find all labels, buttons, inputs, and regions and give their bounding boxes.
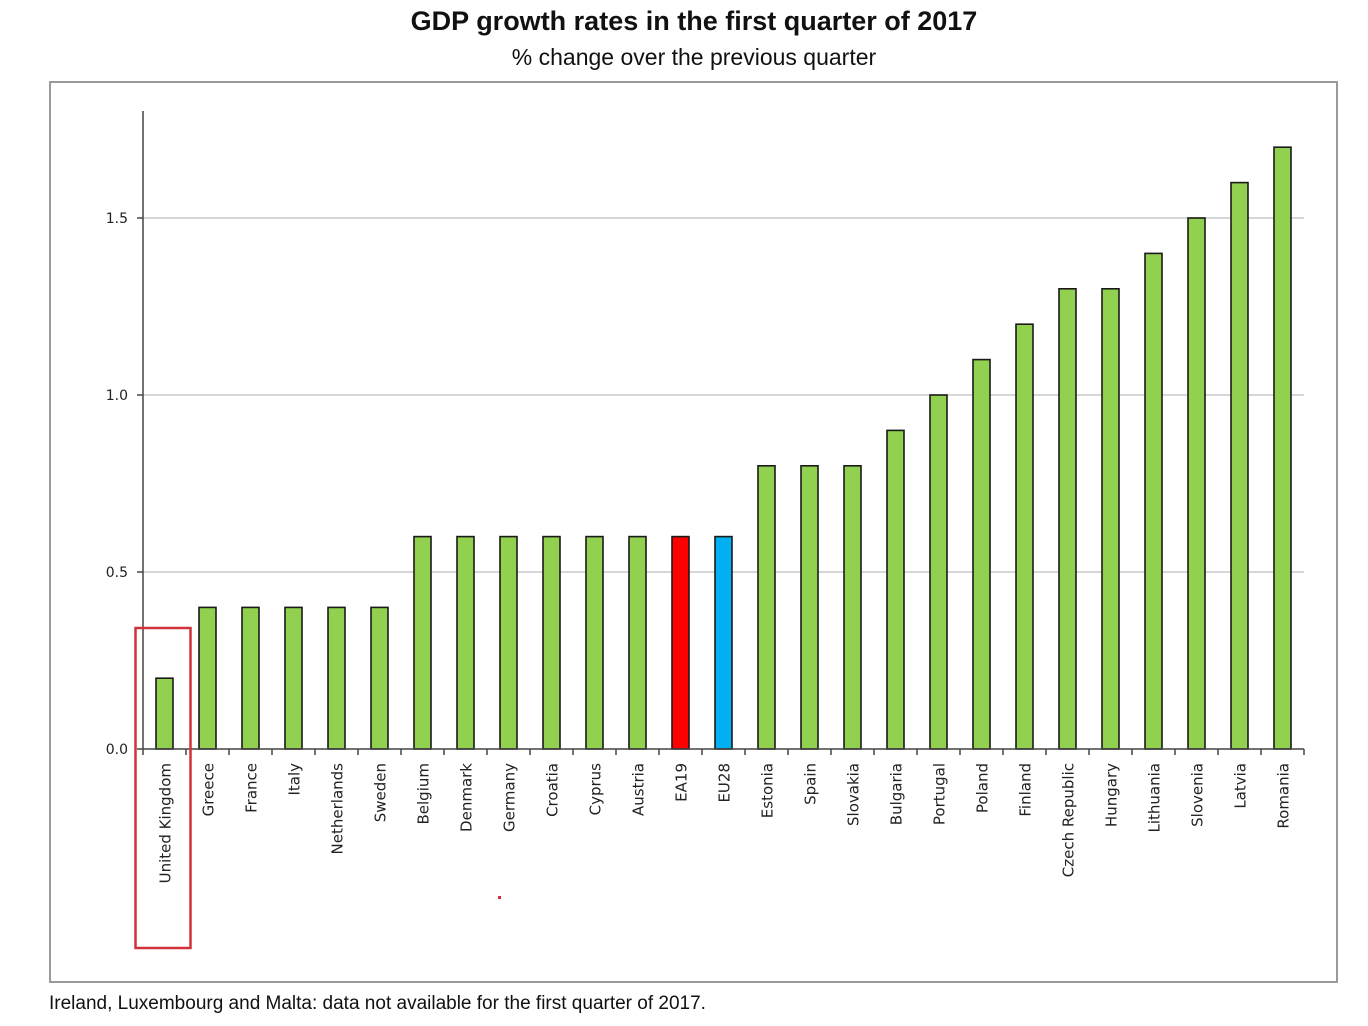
x-tick-label: Austria xyxy=(630,763,648,816)
bar-italy xyxy=(284,606,303,750)
bar-romania xyxy=(1273,146,1292,750)
x-tick-label: Greece xyxy=(200,763,218,816)
x-tick-label: Portugal xyxy=(931,763,949,825)
highlight-layer xyxy=(134,626,501,950)
x-tick-label: France xyxy=(243,763,261,813)
bar-latvia xyxy=(1230,181,1249,750)
x-tick-label: Cyprus xyxy=(587,763,605,816)
bar-cyprus xyxy=(585,535,604,750)
bar-slovenia xyxy=(1187,217,1206,750)
bar-czech-republic xyxy=(1058,287,1077,750)
x-tick-label: Estonia xyxy=(759,763,777,818)
highlight-box xyxy=(134,626,192,950)
bar-austria xyxy=(628,535,647,750)
x-tick-label: Germany xyxy=(501,763,519,832)
x-tick-label: Lithuania xyxy=(1146,763,1164,832)
bar-sweden xyxy=(370,606,389,750)
y-tick-label: 0.0 xyxy=(106,742,128,758)
x-tick-label: Latvia xyxy=(1232,763,1250,809)
bar-slovakia xyxy=(843,464,862,750)
bar-belgium xyxy=(413,535,432,750)
bar-ea19 xyxy=(671,535,690,750)
bar-netherlands xyxy=(327,606,346,750)
bar-finland xyxy=(1015,323,1034,750)
x-tick-label: Slovenia xyxy=(1189,763,1207,827)
x-tick-label: Sweden xyxy=(372,763,390,822)
x-tick-label: Spain xyxy=(802,763,820,805)
bar-eu28 xyxy=(714,535,733,750)
x-tick-label: Belgium xyxy=(415,763,433,825)
bar-poland xyxy=(972,358,991,750)
x-tick-label: Netherlands xyxy=(329,763,347,855)
bars xyxy=(155,146,1292,750)
bar-bulgaria xyxy=(886,429,905,750)
axes xyxy=(137,111,1305,755)
red-dot-mark xyxy=(498,896,501,899)
bar-lithuania xyxy=(1144,252,1163,750)
x-tick-label: United Kingdom xyxy=(157,763,175,883)
x-tick-label: EU28 xyxy=(716,763,734,803)
bar-united-kingdom xyxy=(155,677,174,750)
x-tick-label: Czech Republic xyxy=(1060,763,1078,877)
bar-france xyxy=(241,606,260,750)
tick-labels: 0.0 0.5 1.0 1.5 United Kingdom Greece France It… xyxy=(106,211,1293,883)
footnote: Ireland, Luxembourg and Malta: data not … xyxy=(49,993,706,1014)
bar-greece xyxy=(198,606,217,750)
bar-croatia xyxy=(542,535,561,750)
bar-estonia xyxy=(757,464,776,750)
y-tick-label: 1.5 xyxy=(106,211,128,227)
x-tick-label: Croatia xyxy=(544,763,562,817)
x-tick-label: EA19 xyxy=(673,763,691,802)
chart-subtitle: % change over the previous quarter xyxy=(511,44,877,70)
chart-title: GDP growth rates in the first quarter of… xyxy=(410,6,978,36)
x-tick-label: Romania xyxy=(1275,763,1293,829)
bar-germany xyxy=(499,535,518,750)
gridlines xyxy=(143,217,1304,573)
bar-portugal xyxy=(929,394,948,750)
bar-denmark xyxy=(456,535,475,750)
x-tick-label: Italy xyxy=(286,763,304,796)
x-tick-label: Finland xyxy=(1017,763,1035,817)
y-tick-label: 0.5 xyxy=(106,565,128,581)
chart-frame xyxy=(49,81,1338,983)
y-tick-label: 1.0 xyxy=(106,388,128,404)
x-tick-label: Poland xyxy=(974,763,992,813)
bar-hungary xyxy=(1101,287,1120,750)
x-tick-label: Hungary xyxy=(1103,763,1121,827)
x-tick-label: Denmark xyxy=(458,763,476,832)
x-tick-label: Slovakia xyxy=(845,763,863,826)
x-tick-label: Bulgaria xyxy=(888,763,906,825)
bar-spain xyxy=(800,464,819,750)
